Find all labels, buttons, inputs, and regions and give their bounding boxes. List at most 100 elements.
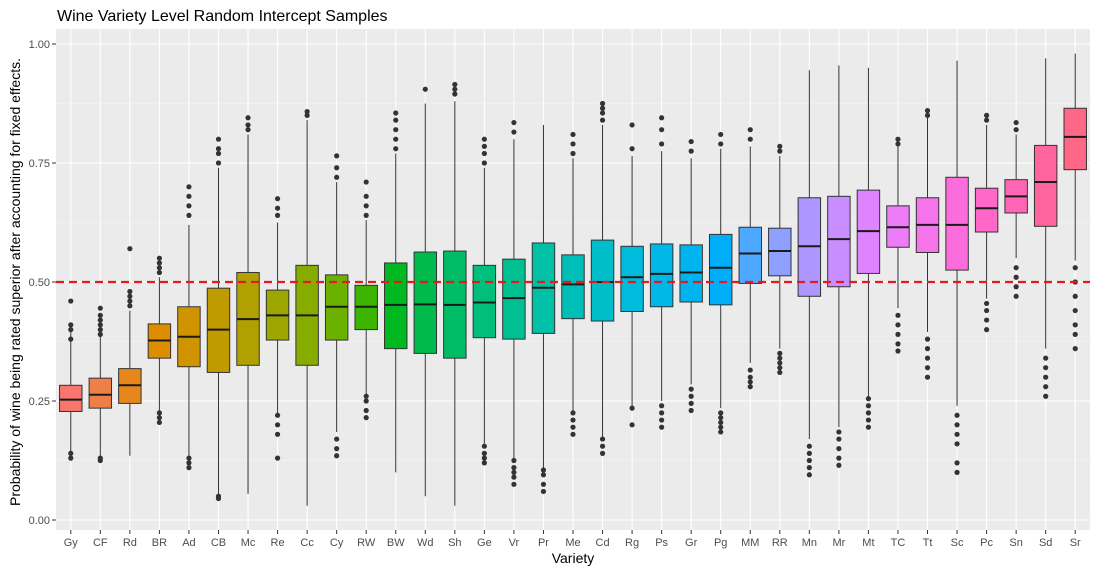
x-tick-label: Sr [1070,537,1081,549]
outlier-point [1072,322,1078,328]
y-tick-label: 0.00 [29,515,50,527]
outlier-point [777,350,783,356]
box-RR [768,143,792,376]
outlier-point [1072,265,1078,271]
y-tick-label: 0.75 [29,158,50,170]
outlier-point [186,203,192,209]
outlier-point [540,481,547,487]
box-Sr [1063,53,1087,352]
outlier-point [688,386,694,392]
outlier-point [215,493,222,499]
outlier-point [599,436,606,442]
outlier-point [747,136,753,142]
box-Ps [649,115,674,430]
box-Ad [177,184,201,471]
outlier-point [156,255,162,261]
outlier-point [924,374,931,380]
outlier-point [629,122,635,128]
box-Mt [856,67,881,430]
box-body [413,251,438,354]
outlier-point [68,450,74,456]
outlier-point [1043,393,1049,399]
outlier-point [156,410,162,416]
outlier-point [274,212,281,218]
outlier-point [186,184,192,190]
box-MM [738,127,762,390]
outlier-point [481,136,487,142]
outlier-point [1013,284,1019,290]
x-tick-label: Cc [300,537,314,549]
outlier-point [127,288,133,295]
outlier-point [659,424,665,430]
outlier-point [659,417,665,423]
outlier-point [895,341,901,347]
outlier-point [836,436,842,442]
box-Pg [708,131,733,435]
outlier-point [393,146,399,152]
outlier-point [599,100,606,107]
outlier-point [570,141,576,147]
outlier-point [599,105,606,111]
outlier-point [659,115,665,121]
outlier-point [984,317,990,323]
outlier-point [481,150,487,157]
outlier-point [688,138,694,145]
outlier-point [865,417,872,423]
outlier-point [274,205,281,211]
outlier-point [806,457,812,464]
box-Cc [295,108,319,506]
outlier-point [1072,293,1078,299]
box-Wd [413,86,438,497]
outlier-point [363,415,369,421]
outlier-point [570,131,576,138]
box-CF [88,305,113,464]
outlier-point [68,336,74,342]
box-body [827,195,851,288]
outlier-point [156,419,162,426]
outlier-point [865,410,872,416]
box-Pc [974,112,999,333]
outlier-point [245,122,251,128]
outlier-point [629,405,635,411]
box-Ge [472,136,497,466]
outlier-point [836,429,842,435]
box-body [945,176,969,271]
outlier-point [334,446,340,452]
outlier-point [511,119,517,126]
box-Sd [1033,58,1058,399]
box-Sc [945,60,969,475]
box-Gy [59,298,83,461]
outlier-point [1043,355,1049,361]
box-Re [265,196,290,461]
box-Tt [915,108,940,380]
boxes-layer [59,53,1087,506]
x-tick-label: Rg [625,537,639,549]
x-tick-label: Mn [802,537,817,549]
x-tick-label: CF [93,537,108,549]
outlier-point [865,424,872,430]
outlier-point [363,398,369,404]
outlier-point [274,412,281,418]
outlier-point [954,412,960,418]
outlier-point [156,260,162,266]
outlier-point [127,246,133,252]
outlier-point [97,322,103,328]
outlier-point [393,136,399,142]
outlier-point [895,322,901,328]
outlier-point [274,431,281,437]
box-body [974,187,999,233]
x-tick-label: BW [387,537,405,549]
x-tick-label: Cd [596,537,610,549]
outlier-point [334,453,340,459]
x-tick-label: RW [357,537,376,549]
outlier-point [599,443,606,449]
outlier-point [393,117,399,123]
outlier-point [1043,374,1049,380]
x-tick-label: Vr [509,537,520,549]
outlier-point [511,469,517,475]
outlier-point [718,141,724,147]
outlier-point [1072,346,1078,352]
chart-title: Wine Variety Level Random Intercept Samp… [57,8,388,25]
box-body [620,245,644,313]
y-tick-label: 0.25 [29,396,50,408]
